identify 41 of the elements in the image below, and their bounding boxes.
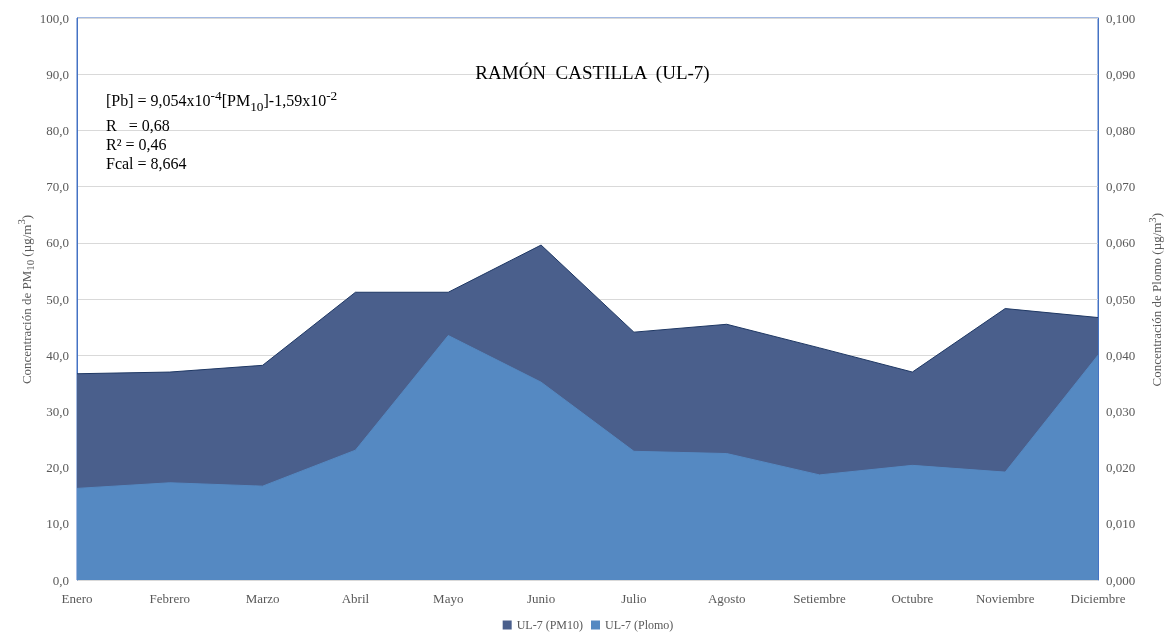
y-tick-label: 80,0 [46, 122, 69, 138]
y-tick-label: 20,0 [46, 460, 69, 476]
x-tick-label: Octubre [891, 591, 934, 606]
y2-tick-label: 0,050 [1106, 291, 1136, 307]
y2-tick-label: 0,000 [1106, 572, 1136, 588]
x-tick-label: Diciembre [1070, 591, 1126, 606]
y-tick-label: 90,0 [46, 66, 69, 82]
y2-tick-label: 0,040 [1106, 347, 1136, 363]
x-tick-label: Setiembre [793, 591, 847, 606]
x-tick-label: Febrero [149, 591, 191, 606]
y-tick-label: 50,0 [46, 291, 69, 307]
annotation: Fcal = 8,664 [106, 154, 187, 172]
y-tick-label: 100,0 [39, 10, 69, 26]
x-tick-label: Enero [61, 591, 93, 606]
x-tick-label: Abril [341, 591, 370, 606]
y2-tick-label: 0,020 [1106, 460, 1136, 476]
y2-tick-label: 0,080 [1106, 122, 1136, 138]
annotation: R² = 0,46 [106, 135, 167, 153]
annotation: [Pb] = 9,054x10$^{-4}$[PM$_{10}$]-1,59x10$^{-2}$ [106, 88, 338, 114]
y-tick-label: 40,0 [46, 347, 69, 363]
y2-tick-label: 0,030 [1106, 403, 1136, 419]
y-tick-label: 0,0 [52, 572, 69, 588]
x-tick-label: Agosto [707, 591, 746, 606]
y-tick-label: 30,0 [46, 403, 69, 419]
annotation: R = 0,68 [106, 116, 170, 134]
x-tick-label: Marzo [245, 591, 280, 606]
y2-tick-label: 0,060 [1106, 235, 1136, 251]
y2-tick-label: 0,090 [1106, 66, 1136, 82]
x-tick-label: Junio [527, 591, 556, 606]
x-tick-label: Julio [621, 591, 647, 606]
x-tick-label: Noviembre [975, 591, 1035, 606]
legend-label: UL-7 (PM10) [516, 618, 583, 632]
y2-tick-label: 0,070 [1106, 179, 1136, 195]
x-tick-label: Mayo [433, 591, 464, 606]
text: RAMÓN CASTILLA (UL-7) [475, 62, 710, 84]
legend-label: UL-7 (Plomo) [605, 618, 674, 632]
y-tick-label: 70,0 [46, 179, 69, 195]
y2-tick-label: 0,100 [1106, 10, 1136, 26]
y2-tick-label: 0,010 [1106, 516, 1136, 532]
y-tick-label: 60,0 [46, 235, 69, 251]
y-tick-label: 10,0 [46, 516, 69, 532]
